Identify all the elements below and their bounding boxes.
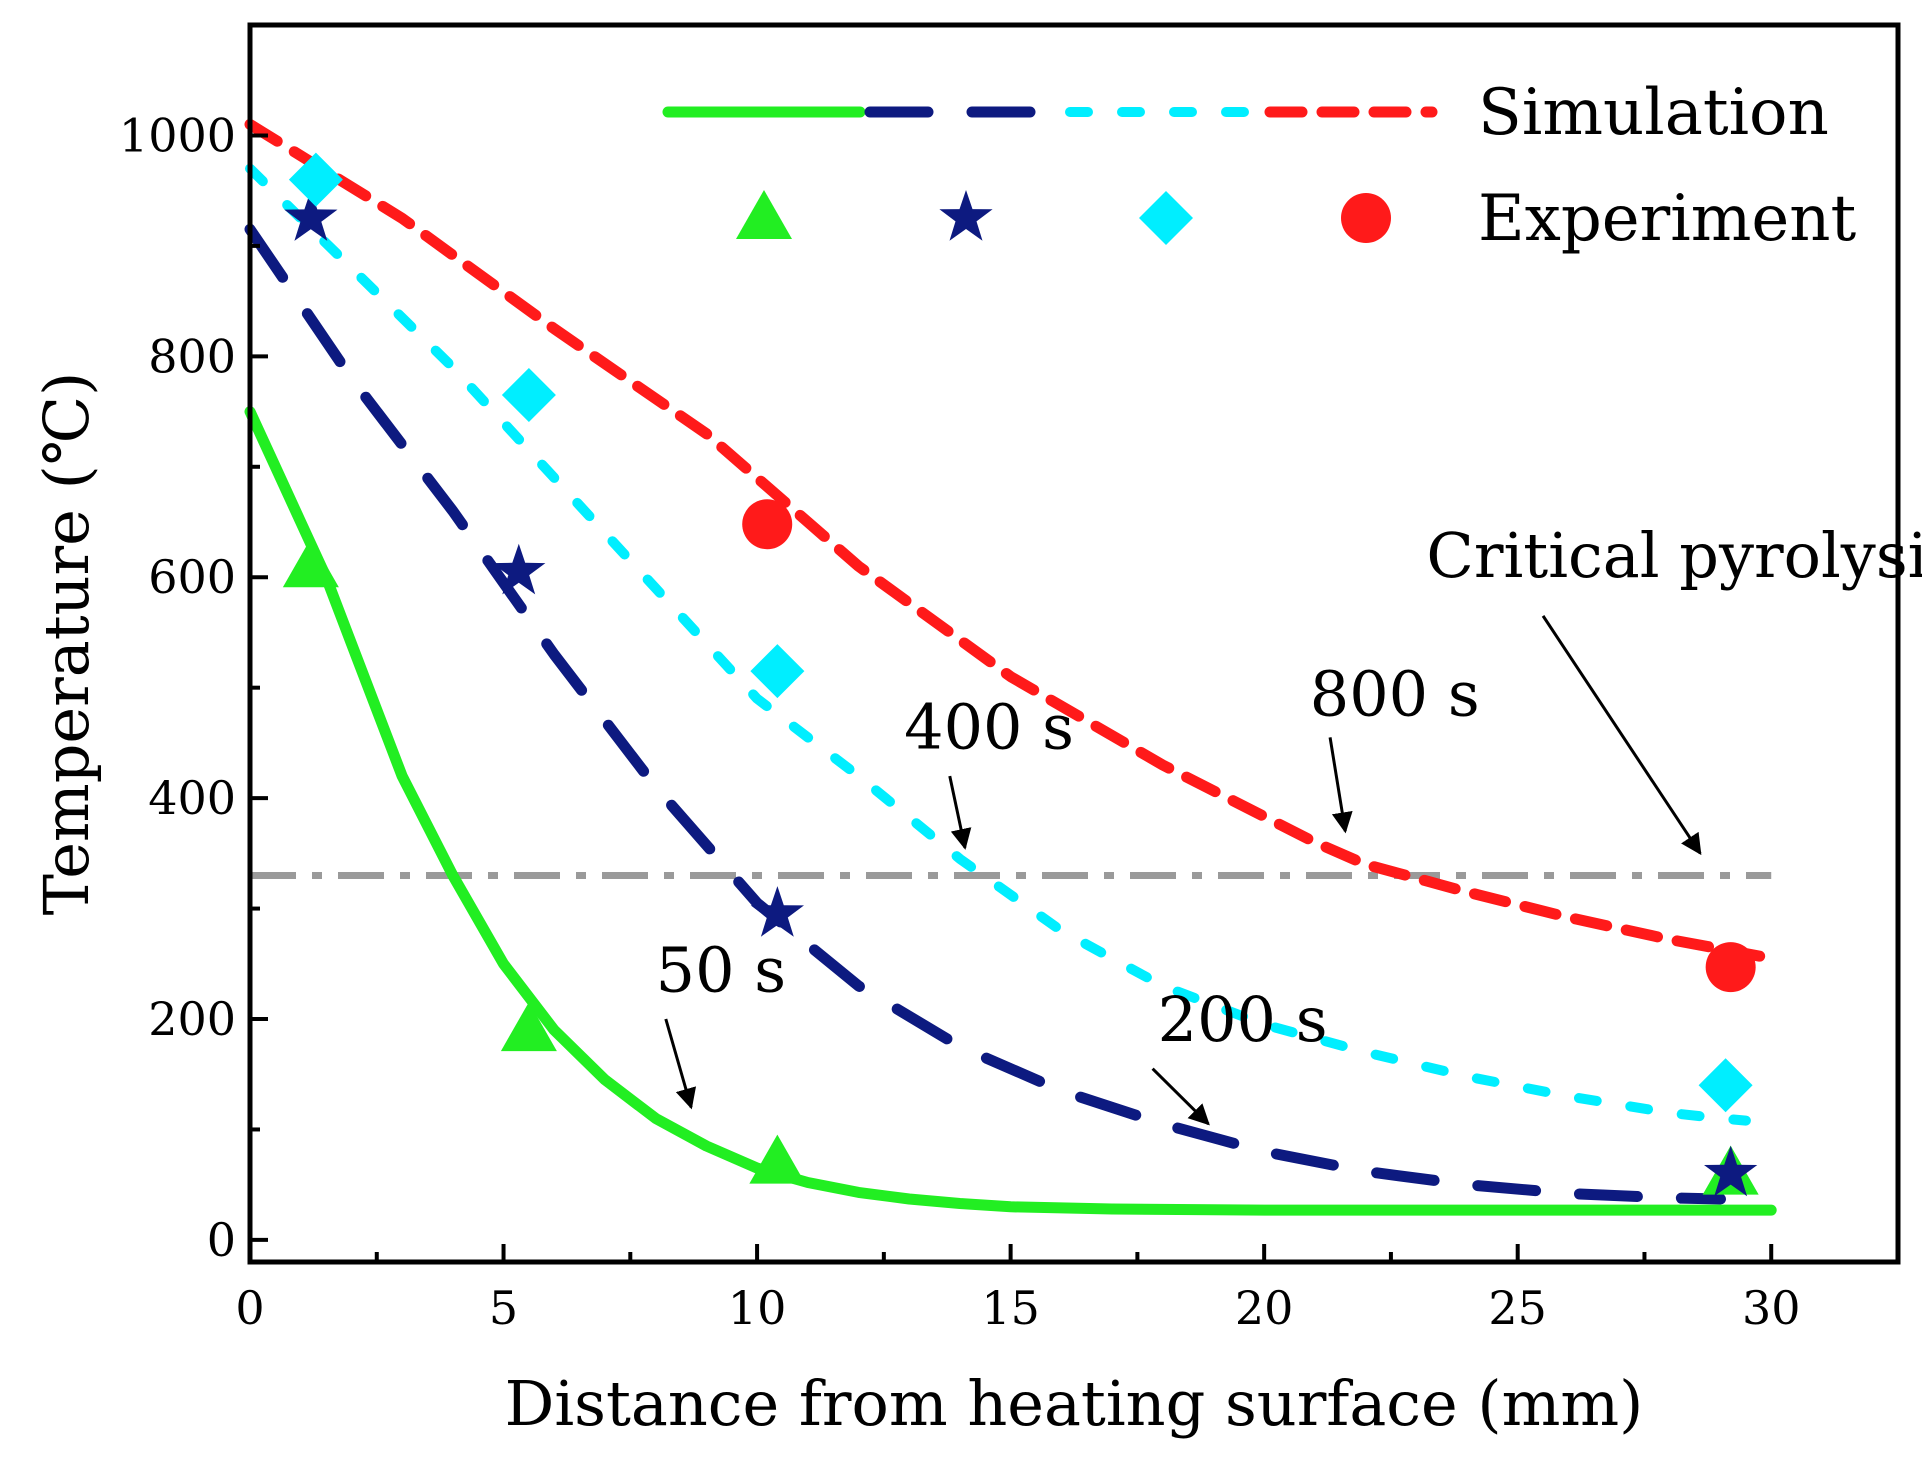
y-tick-label: 400 bbox=[148, 771, 236, 825]
x-axis: 0 5 10 15 20 25 30 bbox=[235, 1244, 1801, 1335]
experiment-point-s50 bbox=[282, 538, 339, 588]
annotation-label: Critical pyrolysis temperature bbox=[1426, 519, 1922, 592]
simulation-line-s50 bbox=[244, 406, 1777, 1216]
experiment-point-s400 bbox=[750, 644, 805, 699]
legend-experiment-label: Experiment bbox=[1478, 182, 1857, 256]
x-tick-label: 5 bbox=[489, 1281, 518, 1335]
x-tick-label: 0 bbox=[235, 1281, 264, 1335]
experiment-point-s800 bbox=[1705, 942, 1756, 993]
y-tick-label: 200 bbox=[148, 992, 236, 1046]
experiment-point-s400 bbox=[501, 367, 556, 422]
simulation-line-s800 bbox=[244, 118, 1777, 964]
annotation-arrow bbox=[1541, 615, 1702, 856]
annotation-arrow bbox=[664, 1018, 697, 1110]
y-tick-label: 0 bbox=[207, 1213, 236, 1267]
annotation-label: 400 s bbox=[904, 690, 1074, 763]
annotation-arrow bbox=[1328, 737, 1353, 834]
legend-simulation-label: Simulation bbox=[1478, 76, 1829, 150]
annotation-label: 800 s bbox=[1310, 657, 1480, 730]
annotation-arrow bbox=[1151, 1067, 1210, 1126]
x-tick-label: 15 bbox=[981, 1281, 1040, 1335]
plot-area bbox=[244, 118, 1777, 1216]
legend-marker-s400 bbox=[1139, 191, 1193, 245]
experiment-point-s200 bbox=[284, 190, 338, 241]
legend-marker-s200 bbox=[939, 190, 993, 241]
annotations: 50 s 200 s 400 s 800 s Critical pyrolysis te… bbox=[656, 519, 1922, 1126]
experiment-point-s800 bbox=[742, 499, 793, 550]
x-tick-label: 10 bbox=[728, 1281, 787, 1335]
simulation-line-s200 bbox=[244, 223, 1726, 1205]
y-tick-label: 1000 bbox=[119, 108, 236, 162]
y-tick-label: 600 bbox=[148, 550, 236, 604]
experiment-point-s50 bbox=[749, 1134, 806, 1184]
experiment-point-s50 bbox=[500, 1002, 557, 1052]
y-tick-label: 800 bbox=[148, 329, 236, 383]
annotation-label: 50 s bbox=[656, 933, 786, 1006]
experiment-point-s400 bbox=[288, 152, 343, 207]
legend-marker-s800 bbox=[1341, 193, 1391, 243]
experiment-point-s200 bbox=[750, 886, 804, 937]
legend: Simulation Experiment bbox=[662, 76, 1857, 256]
y-axis: 0 200 400 600 800 1000 bbox=[119, 108, 268, 1267]
annotation-label: 200 s bbox=[1158, 983, 1328, 1056]
legend-marker-s50 bbox=[736, 190, 792, 239]
plot-frame bbox=[247, 22, 1901, 1265]
experiment-point-s400 bbox=[1698, 1058, 1753, 1113]
experiment-point-s200 bbox=[1704, 1145, 1758, 1197]
y-axis-title: Temperature (℃) bbox=[30, 372, 103, 916]
x-axis-title: Distance from heating surface (mm) bbox=[505, 1367, 1644, 1440]
annotation-arrow bbox=[948, 775, 972, 850]
experiment-point-s200 bbox=[492, 543, 546, 595]
simulation-line-s400 bbox=[245, 163, 1751, 1126]
x-tick-label: 20 bbox=[1235, 1281, 1294, 1335]
x-tick-label: 25 bbox=[1488, 1281, 1547, 1335]
x-tick-label: 30 bbox=[1742, 1281, 1801, 1335]
